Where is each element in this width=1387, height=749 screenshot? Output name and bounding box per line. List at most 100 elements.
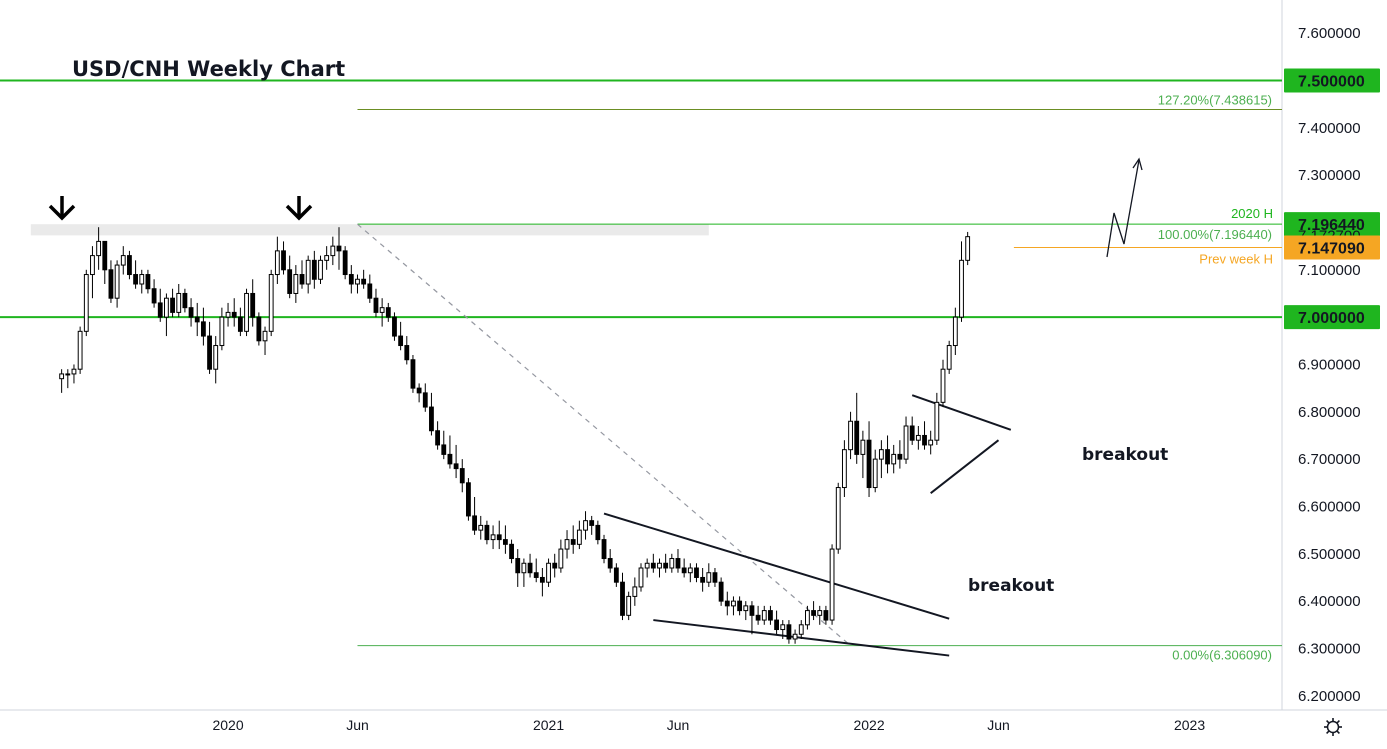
candle-body (299, 274, 305, 285)
candle-body (724, 600, 730, 607)
candle-body (558, 548, 564, 569)
candle (355, 274, 360, 294)
candle-body (281, 250, 286, 271)
candle (262, 326, 268, 355)
candle (632, 577, 638, 606)
candle (527, 553, 533, 578)
candle (915, 426, 921, 450)
time-tick: Jun (987, 717, 1010, 733)
price-tick: 6.800000 (1298, 404, 1361, 421)
price-axis[interactable] (1282, 0, 1387, 749)
candle (768, 605, 773, 625)
candle-body (841, 449, 847, 489)
candle-body (570, 539, 576, 545)
candle-body (638, 567, 644, 588)
candle (287, 255, 293, 299)
candle (410, 355, 416, 393)
resistance-band (30, 224, 709, 236)
candle-body (786, 624, 792, 640)
fib-label: 0.00%(6.306090) (1172, 648, 1272, 663)
projection-arrow (1106, 157, 1143, 258)
candle-body (897, 453, 903, 460)
candle (268, 269, 274, 337)
candle-body (509, 543, 514, 560)
candle-body (274, 250, 280, 276)
candle-body (459, 468, 465, 484)
candle-body (65, 373, 71, 376)
candle (490, 525, 496, 550)
candle-body (502, 539, 508, 545)
candle (65, 369, 71, 389)
candle (712, 568, 718, 587)
candle-body (385, 307, 391, 318)
candle (798, 620, 804, 639)
candle-body (811, 610, 816, 616)
candle (959, 241, 964, 322)
candle-body (866, 439, 872, 489)
candle-body (878, 449, 884, 460)
candle-body (219, 316, 225, 347)
candle (841, 440, 847, 497)
candle-body (194, 316, 200, 323)
candle (774, 610, 780, 635)
candle-body (885, 449, 890, 465)
candle (145, 269, 151, 294)
price-tick: 7.400000 (1298, 120, 1361, 137)
candle-body (694, 567, 699, 578)
candle-body (959, 259, 964, 318)
candle (687, 563, 693, 583)
price-tick: 6.300000 (1298, 640, 1361, 657)
candle (194, 302, 200, 337)
candle-body (311, 259, 317, 280)
candle (521, 558, 527, 587)
candle-body (669, 558, 675, 569)
candle-body (213, 345, 219, 370)
resistance-zone (30, 224, 709, 236)
candle-body (164, 297, 169, 318)
candle-body (145, 274, 151, 290)
candle (940, 359, 946, 408)
candle-body (422, 392, 428, 408)
candle (903, 416, 909, 464)
time-tick: Jun (346, 717, 369, 733)
breakout-label-wedge: breakout (968, 576, 1054, 596)
candle (318, 255, 323, 284)
candle-body (798, 624, 804, 635)
candle (200, 307, 206, 346)
candle-body (268, 274, 274, 332)
candle (157, 288, 163, 322)
candle (108, 260, 114, 303)
candle-body (768, 610, 773, 621)
candle-body (965, 236, 971, 261)
candle (583, 511, 588, 540)
candle-body (170, 297, 175, 313)
candle (182, 288, 188, 313)
price-badge-label: 7.147090 (1298, 241, 1365, 258)
candle-body (398, 335, 404, 347)
candle-body (392, 316, 397, 337)
candle (539, 568, 545, 597)
candle (231, 298, 237, 327)
gear-icon[interactable] (1324, 718, 1342, 736)
price-tick: 6.700000 (1298, 451, 1361, 468)
candle (392, 312, 397, 341)
candle (885, 435, 890, 474)
candle (786, 620, 792, 644)
candle (817, 605, 823, 625)
candle-body (244, 292, 249, 332)
candle-body (120, 255, 126, 266)
candle-body (595, 524, 601, 541)
candle (274, 236, 280, 284)
candle (207, 321, 212, 374)
candle-body (774, 619, 780, 631)
chart-title: USD/CNH Weekly Chart (72, 57, 345, 81)
candle (139, 269, 145, 294)
price-badge-label: 7.000000 (1298, 310, 1365, 327)
candle (700, 568, 706, 592)
candle (675, 549, 681, 573)
candle-body (749, 605, 755, 616)
candle (811, 601, 816, 621)
candle (336, 227, 342, 270)
candle-body (182, 292, 188, 309)
candle-body (663, 562, 669, 569)
